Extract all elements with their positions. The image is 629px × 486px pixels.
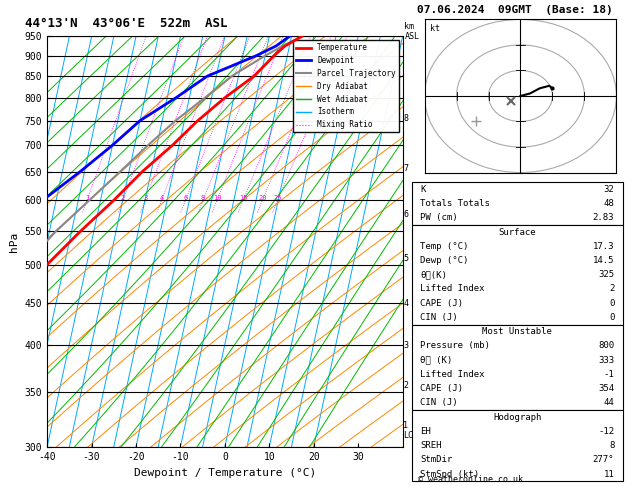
Bar xyxy=(412,225,623,325)
Text: 8: 8 xyxy=(403,114,408,123)
Text: 8: 8 xyxy=(201,195,205,201)
Text: 2: 2 xyxy=(121,195,125,201)
Text: Temp (°C): Temp (°C) xyxy=(420,242,469,251)
Text: CAPE (J): CAPE (J) xyxy=(420,384,464,393)
Text: LCL: LCL xyxy=(403,431,418,440)
Text: 2: 2 xyxy=(403,382,408,390)
Text: Pressure (mb): Pressure (mb) xyxy=(420,342,490,350)
Text: 48: 48 xyxy=(604,199,615,208)
Text: Lifted Index: Lifted Index xyxy=(420,284,485,294)
Text: CAPE (J): CAPE (J) xyxy=(420,299,464,308)
Text: 3: 3 xyxy=(403,341,408,350)
Text: 2.83: 2.83 xyxy=(593,213,615,222)
Text: © weatheronline.co.uk: © weatheronline.co.uk xyxy=(418,474,523,484)
Text: Surface: Surface xyxy=(499,227,536,237)
Text: -12: -12 xyxy=(598,427,615,436)
Text: 07.06.2024  09GMT  (Base: 18): 07.06.2024 09GMT (Base: 18) xyxy=(417,5,613,15)
Text: Mixing Ratio (g/kg): Mixing Ratio (g/kg) xyxy=(433,191,443,293)
Text: StmSpd (kt): StmSpd (kt) xyxy=(420,469,479,479)
Text: 44: 44 xyxy=(604,399,615,407)
Text: EH: EH xyxy=(420,427,431,436)
Text: Lifted Index: Lifted Index xyxy=(420,370,485,379)
Text: 325: 325 xyxy=(598,270,615,279)
Bar xyxy=(412,325,623,410)
Bar xyxy=(412,410,623,481)
Text: 0: 0 xyxy=(609,299,615,308)
Text: 4: 4 xyxy=(160,195,164,201)
Text: -1: -1 xyxy=(604,370,615,379)
Text: 1: 1 xyxy=(403,421,408,431)
Legend: Temperature, Dewpoint, Parcel Trajectory, Dry Adiabat, Wet Adiabat, Isotherm, Mi: Temperature, Dewpoint, Parcel Trajectory… xyxy=(292,40,399,132)
X-axis label: Dewpoint / Temperature (°C): Dewpoint / Temperature (°C) xyxy=(134,468,316,478)
Text: 800: 800 xyxy=(598,342,615,350)
Text: SREH: SREH xyxy=(420,441,442,450)
Text: 6: 6 xyxy=(184,195,187,201)
Text: 15: 15 xyxy=(239,195,247,201)
Text: 10: 10 xyxy=(213,195,221,201)
Text: Hodograph: Hodograph xyxy=(493,413,542,421)
Text: Most Unstable: Most Unstable xyxy=(482,327,552,336)
Text: 4: 4 xyxy=(403,299,408,308)
Text: 17.3: 17.3 xyxy=(593,242,615,251)
Text: K: K xyxy=(420,185,426,194)
Text: 0: 0 xyxy=(609,313,615,322)
Text: 20: 20 xyxy=(259,195,267,201)
Text: kt: kt xyxy=(430,24,440,33)
Text: StmDir: StmDir xyxy=(420,455,453,464)
Text: 2: 2 xyxy=(609,284,615,294)
Text: 354: 354 xyxy=(598,384,615,393)
Text: θᴇ (K): θᴇ (K) xyxy=(420,356,453,364)
Bar xyxy=(412,182,623,225)
Text: 14.5: 14.5 xyxy=(593,256,615,265)
Text: CIN (J): CIN (J) xyxy=(420,399,458,407)
Text: 8: 8 xyxy=(609,441,615,450)
Text: Dewp (°C): Dewp (°C) xyxy=(420,256,469,265)
Text: 44°13'N  43°06'E  522m  ASL: 44°13'N 43°06'E 522m ASL xyxy=(25,17,228,30)
Text: km
ASL: km ASL xyxy=(404,22,420,41)
Text: 7: 7 xyxy=(403,164,408,174)
Text: 3: 3 xyxy=(143,195,147,201)
Text: 333: 333 xyxy=(598,356,615,364)
Text: 6: 6 xyxy=(403,210,408,219)
Text: 1: 1 xyxy=(85,195,89,201)
Text: CIN (J): CIN (J) xyxy=(420,313,458,322)
Text: 277°: 277° xyxy=(593,455,615,464)
Text: θᴇ(K): θᴇ(K) xyxy=(420,270,447,279)
Text: 32: 32 xyxy=(604,185,615,194)
Text: Totals Totals: Totals Totals xyxy=(420,199,490,208)
Y-axis label: hPa: hPa xyxy=(9,232,19,252)
Text: 11: 11 xyxy=(604,469,615,479)
Text: 5: 5 xyxy=(403,254,408,263)
Text: 25: 25 xyxy=(274,195,282,201)
Text: PW (cm): PW (cm) xyxy=(420,213,458,222)
